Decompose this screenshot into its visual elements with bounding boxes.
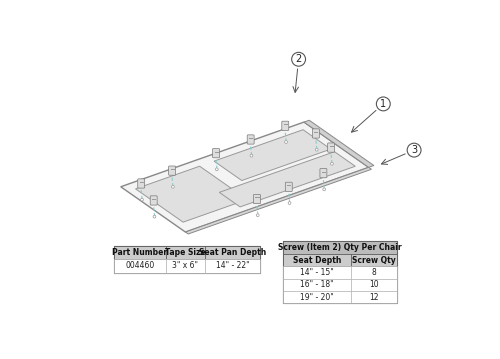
Circle shape bbox=[256, 214, 259, 216]
Text: 14" - 15": 14" - 15" bbox=[300, 268, 334, 277]
Bar bbox=[351, 291, 397, 303]
Bar bbox=[351, 279, 397, 291]
Bar bbox=[283, 291, 351, 303]
Polygon shape bbox=[214, 130, 331, 181]
Bar bbox=[166, 246, 204, 260]
Text: 2: 2 bbox=[296, 54, 302, 64]
Text: 16" - 18": 16" - 18" bbox=[300, 280, 334, 289]
Circle shape bbox=[316, 148, 318, 151]
Text: 004460: 004460 bbox=[126, 261, 154, 270]
Text: 10: 10 bbox=[369, 280, 379, 289]
FancyBboxPatch shape bbox=[254, 195, 260, 204]
Bar bbox=[114, 246, 260, 272]
Bar bbox=[283, 241, 397, 254]
Polygon shape bbox=[220, 152, 356, 207]
FancyBboxPatch shape bbox=[168, 166, 175, 175]
Circle shape bbox=[216, 168, 218, 171]
Circle shape bbox=[292, 52, 306, 66]
FancyBboxPatch shape bbox=[138, 179, 144, 188]
FancyBboxPatch shape bbox=[312, 129, 320, 138]
FancyBboxPatch shape bbox=[212, 149, 220, 158]
Circle shape bbox=[172, 185, 174, 188]
Polygon shape bbox=[120, 122, 368, 232]
Text: 3" x 6": 3" x 6" bbox=[172, 261, 199, 270]
Text: 8: 8 bbox=[372, 268, 376, 277]
Bar bbox=[283, 241, 397, 303]
Text: Tape Size: Tape Size bbox=[165, 248, 206, 257]
Polygon shape bbox=[186, 167, 372, 234]
Bar bbox=[114, 260, 166, 272]
Circle shape bbox=[250, 154, 253, 157]
Text: Seat Depth: Seat Depth bbox=[293, 256, 342, 265]
FancyBboxPatch shape bbox=[328, 143, 334, 152]
Bar bbox=[114, 246, 166, 260]
Circle shape bbox=[323, 188, 326, 191]
Text: 1: 1 bbox=[380, 99, 386, 109]
Text: 3: 3 bbox=[411, 145, 417, 155]
Bar bbox=[283, 254, 351, 266]
Bar bbox=[283, 279, 351, 291]
Polygon shape bbox=[136, 166, 247, 222]
Text: Screw Qty: Screw Qty bbox=[352, 256, 396, 265]
Bar bbox=[351, 254, 397, 266]
FancyBboxPatch shape bbox=[150, 196, 157, 205]
Text: Seat Pan Depth: Seat Pan Depth bbox=[199, 248, 266, 257]
Circle shape bbox=[330, 162, 334, 165]
Text: 14" - 22": 14" - 22" bbox=[216, 261, 249, 270]
Bar bbox=[351, 266, 397, 279]
Circle shape bbox=[407, 143, 421, 157]
Circle shape bbox=[376, 97, 390, 111]
Bar bbox=[204, 260, 260, 272]
Bar bbox=[204, 246, 260, 260]
Text: 19" - 20": 19" - 20" bbox=[300, 293, 334, 302]
Text: Part Number: Part Number bbox=[112, 248, 168, 257]
FancyBboxPatch shape bbox=[286, 182, 292, 191]
FancyBboxPatch shape bbox=[320, 168, 327, 178]
Circle shape bbox=[153, 215, 156, 218]
Text: Screw (Item 2) Qty Per Chair: Screw (Item 2) Qty Per Chair bbox=[278, 243, 402, 252]
Polygon shape bbox=[304, 120, 374, 167]
Bar bbox=[283, 266, 351, 279]
Circle shape bbox=[284, 141, 288, 143]
FancyBboxPatch shape bbox=[282, 121, 288, 130]
FancyBboxPatch shape bbox=[247, 135, 254, 144]
Bar bbox=[166, 260, 204, 272]
Circle shape bbox=[288, 202, 291, 204]
Circle shape bbox=[140, 198, 143, 201]
Text: 12: 12 bbox=[370, 293, 379, 302]
